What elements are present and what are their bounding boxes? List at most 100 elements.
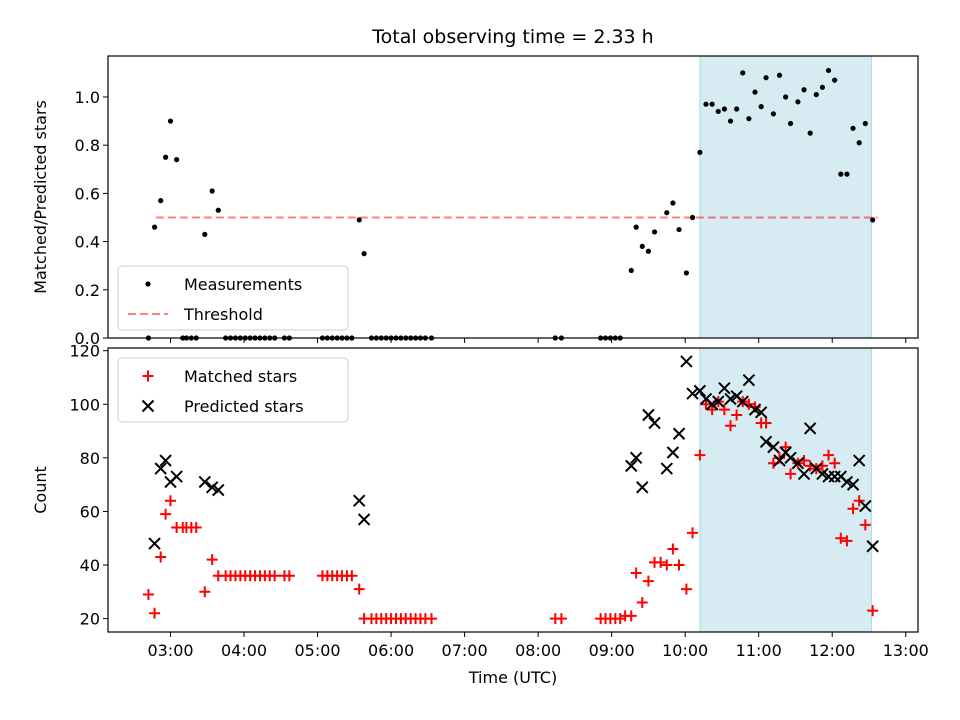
matched-star-point	[680, 583, 692, 595]
x-tick-label: 10:00	[662, 641, 708, 660]
legend-label: Measurements	[184, 275, 302, 294]
measurement-point	[676, 226, 682, 233]
measurement-point	[703, 101, 709, 107]
predicted-star-point	[693, 384, 707, 398]
measurement-point	[862, 120, 868, 127]
predicted-star-point	[159, 454, 172, 467]
matched-star-point	[142, 588, 154, 600]
measurement-point	[752, 89, 758, 95]
predicted-star-point	[791, 457, 805, 470]
measurement-point	[832, 77, 838, 83]
matched-star-point	[190, 522, 202, 534]
predicted-star-point	[712, 395, 725, 408]
predicted-star-point	[154, 462, 167, 475]
matched-star-point	[700, 398, 712, 410]
matched-star-point	[206, 554, 218, 566]
measurement-point	[776, 72, 783, 78]
x-tick-label: 08:00	[515, 641, 561, 660]
matched-star-point	[283, 570, 295, 582]
matched-star-point	[847, 503, 859, 515]
measurement-point	[813, 91, 819, 98]
measurement-point	[167, 118, 174, 124]
measurement-point	[807, 130, 813, 136]
predicted-star-point	[803, 422, 817, 435]
predicted-star-point	[642, 408, 655, 422]
measurement-point	[361, 251, 367, 257]
matched-star-point	[694, 449, 706, 461]
predicted-star-point	[198, 475, 212, 489]
x-tick-label: 07:00	[442, 641, 488, 660]
y-tick-label: 0.0	[75, 329, 100, 348]
measurement-point	[628, 267, 634, 274]
matched-star-point	[687, 527, 699, 539]
predicted-star-point	[784, 451, 797, 465]
predicted-star-point	[705, 398, 719, 411]
predicted-star-point	[736, 395, 749, 408]
x-tick-label: 06:00	[368, 641, 414, 660]
x-tick-label: 12:00	[809, 641, 855, 660]
measurement-point	[670, 200, 676, 206]
measurement-point	[850, 125, 856, 131]
matched-star-point	[718, 404, 730, 416]
measurement-point	[856, 140, 862, 146]
measurement-point	[770, 111, 777, 117]
measurement-point	[746, 116, 752, 122]
x-tick-label: 09:00	[589, 641, 635, 660]
measurement-point	[689, 214, 696, 221]
measurement-point	[202, 231, 208, 237]
measurement-point	[151, 224, 158, 230]
measurement-point	[758, 104, 764, 110]
matched-star-point	[199, 586, 211, 598]
matched-star-point	[673, 559, 685, 571]
measurement-point	[819, 84, 826, 90]
y-tick-label: 40	[80, 556, 100, 575]
matched-star-point	[661, 559, 673, 571]
y-tick-label: 80	[80, 449, 100, 468]
legend-marker-measurement	[145, 281, 151, 287]
legend-label: Matched stars	[184, 367, 297, 386]
top-panel: 0.0 0.2 0.4 0.6 0.8 1.0 Matched/Predicted star…	[31, 26, 919, 348]
predicted-star-point	[773, 454, 786, 467]
matched-star-point	[853, 495, 865, 507]
x-tick-label: 03:00	[147, 641, 193, 660]
measurement-point	[825, 67, 832, 74]
predicted-star-point	[859, 499, 872, 513]
predicted-star-point	[625, 459, 638, 473]
x-tick-label: 04:00	[221, 641, 267, 660]
predicted-star-point	[660, 462, 673, 475]
y-tick-label: 20	[80, 610, 100, 629]
measurement-point	[209, 188, 215, 194]
y-tick-label: 120	[69, 342, 100, 361]
matched-star-point	[160, 508, 172, 520]
matched-star-point	[642, 575, 654, 587]
predicted-star-point	[672, 427, 686, 440]
predicted-star-point	[759, 435, 773, 448]
matched-star-point	[725, 420, 737, 432]
matched-star-point	[614, 613, 626, 625]
measurement-point	[215, 207, 221, 213]
matched-star-point	[785, 468, 797, 480]
matched-star-point	[630, 567, 642, 579]
chart-title: Total observing time = 2.33 h	[371, 26, 653, 48]
measurement-point	[801, 87, 807, 93]
matched-star-point	[706, 404, 718, 416]
matched-star-point	[829, 457, 841, 469]
x-tick-label: 11:00	[736, 641, 782, 660]
matched-star-point	[426, 613, 438, 625]
matched-star-point	[353, 583, 365, 595]
y-tick-label: 100	[69, 395, 100, 414]
matched-star-point	[346, 570, 358, 582]
matched-star-point	[155, 551, 167, 563]
x-tick-label: 05:00	[294, 641, 340, 660]
measurement-point	[645, 248, 652, 254]
predicted-star-point	[212, 483, 225, 497]
matched-star-point	[269, 570, 281, 582]
predicted-star-point	[718, 381, 731, 395]
predicted-star-point	[724, 392, 737, 406]
measurement-point	[162, 154, 169, 160]
matched-star-point	[760, 417, 772, 429]
measurement-point	[783, 94, 789, 100]
axes-frame	[107, 347, 919, 633]
predicted-star-point	[205, 481, 219, 494]
